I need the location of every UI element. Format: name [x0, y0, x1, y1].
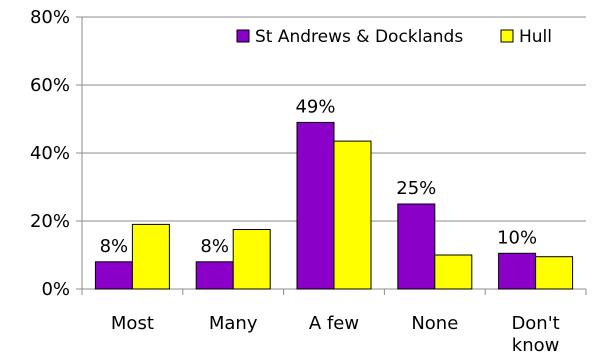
x-category-label: Many: [209, 313, 258, 334]
data-label: 10%: [497, 227, 537, 248]
x-category-label: None: [411, 313, 458, 334]
y-tick-label: 40%: [30, 143, 70, 164]
bar-hull: [434, 254, 473, 290]
legend-label: Hull: [519, 27, 552, 47]
bar-st-andrews-docklands: [296, 121, 335, 290]
data-label: 49%: [295, 96, 335, 117]
bar-st-andrews-docklands: [397, 203, 436, 290]
y-tick-label: 80%: [30, 7, 70, 28]
legend-swatch: [236, 29, 250, 43]
data-label: 8%: [200, 236, 229, 257]
y-tick-label: 60%: [30, 75, 70, 96]
y-tick-label: 0%: [41, 279, 70, 300]
y-tick-labels: 0% 20% 40% 60% 80%: [30, 7, 70, 300]
legend-swatch: [500, 29, 514, 43]
bars: [94, 121, 574, 290]
bar-st-andrews-docklands: [195, 261, 234, 290]
bar-hull: [535, 256, 574, 290]
bar-st-andrews-docklands: [94, 261, 133, 290]
x-category-label: A few: [309, 313, 359, 334]
x-category-label: Most: [111, 313, 154, 334]
bar-hull: [232, 229, 271, 290]
data-label: 25%: [396, 178, 436, 199]
x-category-label: know: [512, 335, 560, 356]
legend: St Andrews & Docklands Hull: [236, 27, 552, 47]
data-label: 8%: [100, 236, 129, 257]
legend-label: St Andrews & Docklands: [255, 27, 463, 47]
x-category-label: Don't: [511, 313, 559, 334]
y-tick-label: 20%: [30, 211, 70, 232]
data-labels: 8% 8% 49% 25% 10%: [100, 96, 537, 256]
bar-st-andrews-docklands: [498, 252, 537, 290]
bar-hull: [333, 140, 372, 290]
bar-hull: [131, 223, 170, 290]
